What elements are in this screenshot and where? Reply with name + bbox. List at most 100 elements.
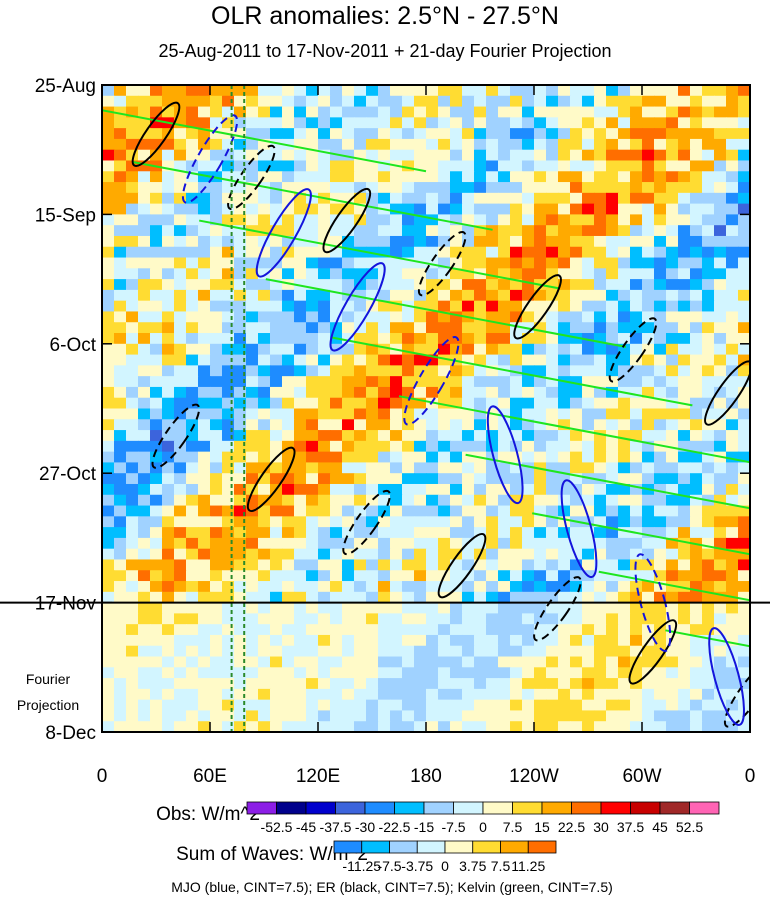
field-cell	[606, 581, 619, 593]
field-cell	[222, 483, 235, 496]
field-cell	[114, 591, 127, 604]
field-cell	[450, 257, 463, 269]
field-cell	[378, 710, 391, 722]
field-cell	[126, 268, 139, 280]
field-cell	[402, 721, 415, 732]
field-cell	[126, 656, 139, 668]
colorbar-tick-label: -22.5	[379, 819, 411, 835]
field-cell	[162, 570, 175, 582]
field-cell	[102, 257, 115, 269]
field-cell	[630, 117, 643, 129]
field-cell	[630, 182, 643, 194]
colorbar-tick-label: 7.5	[491, 858, 511, 874]
field-cell	[726, 343, 739, 356]
field-cell	[210, 645, 223, 658]
field-cell	[726, 656, 739, 668]
field-cell	[666, 268, 679, 280]
field-cell	[306, 160, 319, 172]
field-cell	[126, 95, 139, 108]
field-cell	[702, 279, 715, 291]
field-cell	[318, 322, 331, 334]
field-cell	[366, 95, 379, 108]
field-cell	[366, 386, 379, 399]
field-cell	[258, 483, 271, 496]
field-cell	[210, 386, 223, 399]
field-cell	[306, 322, 319, 334]
field-cell	[330, 128, 343, 140]
field-cell	[462, 419, 475, 431]
field-cell	[726, 376, 739, 388]
field-cell	[510, 95, 523, 108]
field-cell	[570, 505, 583, 517]
field-cell	[606, 570, 619, 582]
field-cell	[282, 688, 295, 701]
field-cell	[378, 300, 391, 313]
field-cell	[390, 537, 403, 550]
field-cell	[522, 95, 535, 108]
field-cell	[210, 214, 223, 226]
field-cell	[318, 634, 331, 647]
field-cell	[594, 678, 607, 690]
field-cell	[114, 430, 127, 442]
field-cell	[702, 678, 715, 690]
field-cell	[198, 613, 211, 625]
field-cell	[654, 354, 667, 366]
field-cell	[558, 473, 571, 485]
field-cell	[294, 214, 307, 226]
field-cell	[582, 289, 595, 302]
field-cell	[498, 548, 511, 561]
field-cell	[426, 322, 439, 334]
field-cell	[534, 634, 547, 647]
field-cell	[606, 214, 619, 226]
field-cell	[366, 537, 379, 550]
field-cell	[366, 624, 379, 636]
field-cell	[114, 257, 127, 269]
field-cell	[714, 257, 727, 269]
field-cell	[546, 516, 559, 528]
field-cell	[126, 440, 139, 453]
field-cell	[498, 279, 511, 291]
field-cell	[318, 160, 331, 172]
field-cell	[594, 365, 607, 377]
field-cell	[210, 483, 223, 496]
field-cell	[426, 440, 439, 453]
axes: 0 60E 120E 180 120W 60W 025-Aug15-Sep6-Oct27-O…	[0, 76, 770, 787]
field-cell	[258, 624, 271, 636]
field-cell	[438, 376, 451, 388]
field-cell	[378, 408, 391, 420]
field-cell	[450, 117, 463, 129]
field-cell	[474, 246, 487, 259]
field-cell	[726, 235, 739, 248]
field-cell	[258, 430, 271, 442]
field-cell	[726, 634, 739, 647]
field-cell	[450, 300, 463, 313]
field-cell	[534, 613, 547, 625]
field-cell	[102, 559, 115, 571]
field-cell	[198, 322, 211, 334]
field-cell	[246, 279, 259, 291]
field-cell	[486, 300, 499, 313]
field-cell	[390, 548, 403, 561]
field-cell	[210, 149, 223, 162]
field-cell	[390, 128, 403, 140]
field-cell	[234, 548, 247, 561]
field-cell	[306, 171, 319, 183]
field-cell	[702, 667, 715, 679]
field-cell	[126, 408, 139, 420]
field-cell	[342, 85, 355, 97]
field-cell	[378, 430, 391, 442]
field-cell	[522, 667, 535, 679]
field-cell	[270, 527, 283, 539]
field-cell	[714, 333, 727, 345]
field-cell	[642, 182, 655, 194]
field-cell	[510, 721, 523, 732]
field-cell	[522, 268, 535, 280]
field-cell	[294, 354, 307, 366]
field-cell	[414, 667, 427, 679]
field-cell	[582, 645, 595, 658]
field-cell	[390, 602, 403, 614]
field-cell	[306, 570, 319, 582]
field-cell	[690, 570, 703, 582]
field-cell	[294, 451, 307, 464]
field-cell	[198, 430, 211, 442]
